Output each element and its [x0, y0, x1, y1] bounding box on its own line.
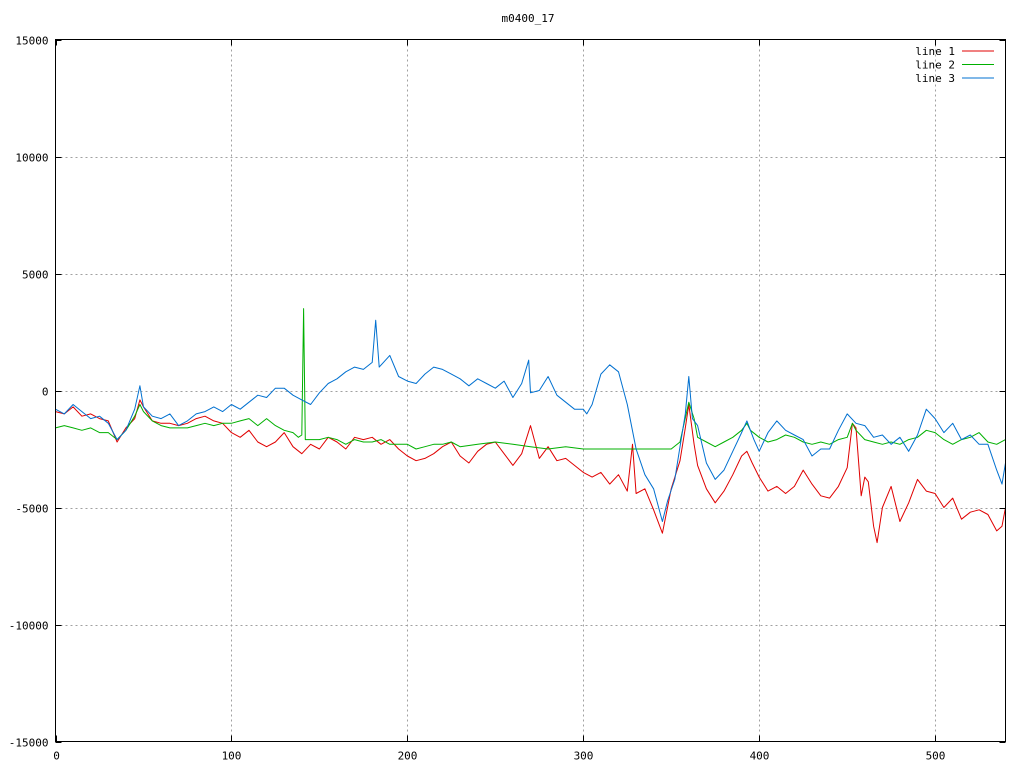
- y-tick-label: -15000: [9, 737, 49, 750]
- y-tick-label: -10000: [9, 620, 49, 633]
- x-tick-label: 100: [222, 750, 242, 763]
- x-tick-label: 500: [926, 750, 946, 763]
- y-tick-label: 15000: [15, 35, 48, 48]
- x-tick-label: 200: [398, 750, 418, 763]
- legend-label-1: line 1: [915, 45, 955, 58]
- series-line-3: [55, 319, 1006, 522]
- x-tick-label: 0: [53, 750, 60, 763]
- plot-frame: [55, 39, 1006, 742]
- series-lines: [55, 308, 1006, 544]
- y-tick-label: 5000: [22, 269, 49, 282]
- x-tick-label: 400: [750, 750, 770, 763]
- series-line-2: [55, 308, 1006, 450]
- legend-label-2: line 2: [915, 59, 955, 72]
- y-tick-label: -5000: [15, 503, 48, 516]
- series-line-1: [55, 399, 1006, 544]
- legend-label-3: line 3: [915, 72, 955, 85]
- y-tick-label: 0: [42, 386, 49, 399]
- x-tick-label: 300: [574, 750, 594, 763]
- axis-ticks: 0 100 200 300 400 500 -15000 -10000 -5000 0 5000 10…: [9, 35, 1006, 763]
- y-tick-label: 10000: [15, 152, 48, 165]
- chart-title: m0400_17: [502, 12, 555, 25]
